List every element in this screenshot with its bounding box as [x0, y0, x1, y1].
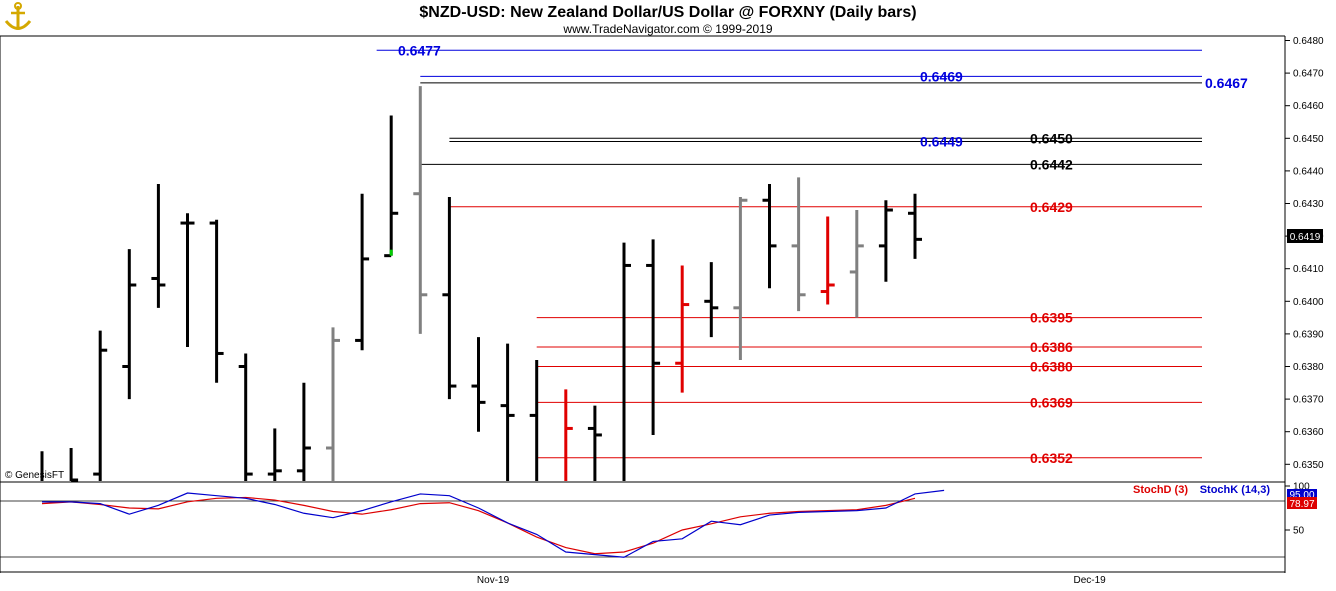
price-tick-label: 0.6410: [1293, 264, 1324, 275]
price-tick-label: 0.6360: [1293, 427, 1324, 438]
price-tick-label: 0.6370: [1293, 395, 1324, 406]
level-label: 0.6369: [1030, 394, 1073, 410]
price-tick-label: 0.6440: [1293, 166, 1324, 177]
level-label: 0.6395: [1030, 310, 1073, 326]
level-label: 0.6477: [398, 42, 441, 58]
level-label: 0.6380: [1030, 359, 1073, 375]
stoch-tick-label: 50: [1293, 526, 1305, 537]
stoch-tick-label: 100: [1293, 482, 1310, 493]
stoch-y-axis: 100 50: [1285, 482, 1310, 537]
price-y-axis: 0.6350 0.6360 0.6370 0.6380 0.6390 0.6400 0.64…: [1285, 36, 1324, 471]
level-label: 0.6442: [1030, 156, 1073, 172]
level-label: 0.6429: [1030, 199, 1073, 215]
stoch-lines: [41, 489, 945, 558]
stochd-value-label: 78.97: [1289, 499, 1314, 510]
price-tick-label: 0.6450: [1293, 134, 1324, 145]
price-tick-label: 0.6470: [1293, 69, 1324, 80]
x-tick-label: Dec-19: [1073, 575, 1106, 586]
last-price-label: 0.6419: [1290, 232, 1321, 243]
x-tick-label: Nov-19: [477, 575, 510, 586]
stochd-line: [41, 496, 916, 555]
anchor-logo-icon: [3, 2, 33, 33]
price-panel-frame: [0, 35, 1286, 573]
logo: [3, 2, 33, 33]
chart-title: $NZD-USD: New Zealand Dollar/US Dollar @…: [419, 4, 916, 21]
price-tick-label: 0.6460: [1293, 101, 1324, 112]
price-tick-label: 0.6480: [1293, 36, 1324, 47]
price-tick-label: 0.6430: [1293, 199, 1324, 210]
last-price-tag: 0.6419: [1287, 229, 1323, 243]
level-label: 0.6352: [1030, 450, 1073, 466]
level-label: 0.6386: [1030, 339, 1073, 355]
price-tick-label: 0.6380: [1293, 362, 1324, 373]
chart-subtitle: www.TradeNavigator.com © 1999-2019: [562, 22, 772, 36]
stochk-value-label: 95.00: [1289, 490, 1314, 501]
stochk-line: [42, 489, 945, 558]
stoch-grid: [0, 500, 1285, 558]
level-label: 0.6467: [1205, 75, 1248, 91]
legend-stochk: StochK (14,3): [1200, 484, 1271, 496]
price-tick-label: 0.6350: [1293, 460, 1324, 471]
level-label: 0.6469: [920, 68, 963, 84]
level-label: 0.6449: [920, 134, 963, 150]
price-tick-label: 0.6400: [1293, 297, 1324, 308]
level-label: 0.6450: [1030, 130, 1073, 146]
stoch-value-tags: 95.00 78.97: [1287, 489, 1317, 510]
copyright-label: © GenesisFT: [5, 470, 64, 481]
price-levels: 0.6477 0.6469 0.6467 0.6450 0.6449 0.6442 0.64…: [376, 42, 1248, 466]
legend-stochd: StochD (3): [1133, 484, 1188, 496]
price-tick-label: 0.6390: [1293, 329, 1324, 340]
ohlc-bars: [40, 86, 922, 482]
x-axis: Nov-19 Dec-19: [477, 575, 1106, 586]
